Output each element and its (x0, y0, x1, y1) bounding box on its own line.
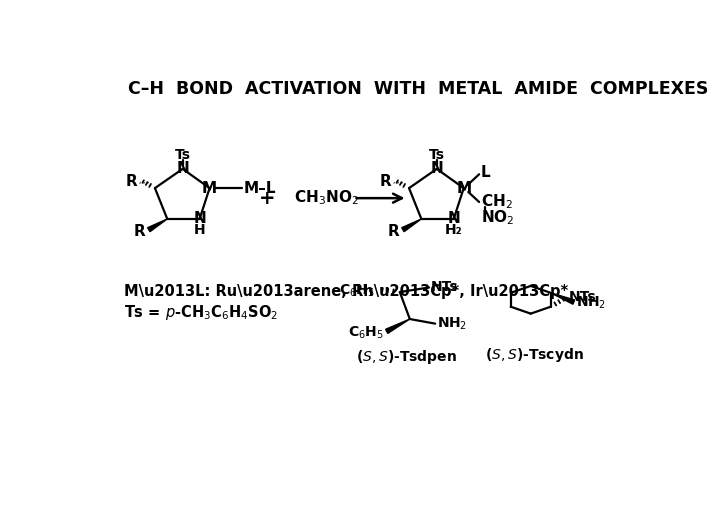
Text: M–L: M–L (243, 181, 276, 195)
Text: N: N (447, 211, 460, 227)
Text: ($\it{S,S}$)-Tsdpen: ($\it{S,S}$)-Tsdpen (356, 348, 456, 366)
Text: CH$_3$NO$_2$: CH$_3$NO$_2$ (294, 189, 359, 208)
Text: R: R (133, 224, 145, 239)
Text: Ts = $\it{p}$-CH$_3$C$_6$H$_4$SO$_2$: Ts = $\it{p}$-CH$_3$C$_6$H$_4$SO$_2$ (124, 303, 279, 322)
Text: N: N (431, 161, 443, 177)
Polygon shape (148, 219, 167, 232)
Text: NTs: NTs (568, 290, 596, 304)
Text: R: R (125, 175, 138, 189)
Text: Ts: Ts (429, 148, 445, 162)
Text: $_{,,,}$: $_{,,,}$ (138, 178, 150, 188)
Text: H: H (194, 223, 205, 237)
Text: NH$_2$: NH$_2$ (437, 316, 467, 332)
Text: $_{,,,}$: $_{,,,}$ (392, 178, 404, 188)
Text: C$_6$H$_5$: C$_6$H$_5$ (348, 325, 384, 341)
Text: ($\it{S,S}$)-Tscydn: ($\it{S,S}$)-Tscydn (485, 346, 584, 364)
Text: M: M (202, 181, 217, 195)
Text: L: L (481, 165, 490, 180)
Text: N: N (193, 211, 206, 227)
Text: H₂: H₂ (445, 223, 462, 237)
Text: M: M (456, 181, 472, 195)
Text: N: N (176, 161, 189, 177)
Text: R: R (387, 224, 399, 239)
Text: R: R (379, 175, 392, 189)
Polygon shape (386, 319, 410, 333)
Text: C$_6$H$_5$: C$_6$H$_5$ (339, 282, 375, 299)
Polygon shape (551, 293, 575, 304)
Polygon shape (402, 219, 421, 232)
Text: Ts: Ts (175, 148, 191, 162)
Text: +: + (259, 189, 276, 208)
Text: CH$_2$: CH$_2$ (481, 192, 513, 211)
Text: NH$_2$: NH$_2$ (576, 295, 606, 311)
Text: NO$_2$: NO$_2$ (481, 208, 514, 227)
Text: M\u2013L: Ru\u2013arene, Rh\u2013Cp*, Ir\u2013Cp*: M\u2013L: Ru\u2013arene, Rh\u2013Cp*, Ir… (124, 285, 568, 299)
Text: C–H  BOND  ACTIVATION  WITH  METAL  AMIDE  COMPLEXES: C–H BOND ACTIVATION WITH METAL AMIDE COM… (128, 80, 708, 98)
Text: NTs: NTs (431, 280, 458, 295)
